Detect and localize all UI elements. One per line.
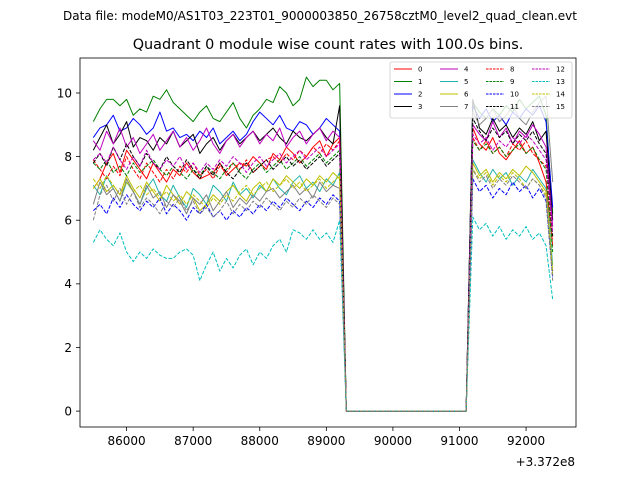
x-tick-label: 92000 [507,434,545,448]
y-axis: 0 2 4 6 8 10 [57,86,80,418]
series-line-7 [92,95,554,412]
legend-box [389,61,573,119]
legend-label-4: 4 [464,66,469,74]
series-line-13 [92,216,554,412]
plot-frame [79,57,577,428]
legend-label-11: 11 [510,103,519,111]
series-line-6 [92,162,554,412]
y-tick-label: 2 [64,341,72,355]
x-tick-label: 91000 [440,434,478,448]
legend-label-0: 0 [418,66,422,74]
y-tick-label: 8 [64,150,72,164]
series-line-12 [92,133,554,412]
x-tick-label: 86000 [108,434,146,448]
x-axis: 86000 87000 88000 89000 90000 91000 92000 [108,427,545,448]
y-tick-label: 10 [57,86,72,100]
legend-label-2: 2 [418,91,422,99]
plot-area [79,57,577,428]
legend-label-5: 5 [464,78,468,86]
y-tick-label: 4 [64,277,72,291]
figure-suptitle: Data file: modeM0/AS1T03_223T01_90000038… [63,9,577,23]
legend-label-8: 8 [510,66,514,74]
x-tick-label: 89000 [307,434,345,448]
series-line-9 [92,140,554,412]
x-tick-label: 90000 [374,434,412,448]
series-layer [92,76,554,412]
legend-label-15: 15 [556,103,565,111]
legend-label-6: 6 [464,91,469,99]
legend-label-9: 9 [510,78,514,86]
series-line-14 [92,168,554,412]
legend-label-1: 1 [418,78,422,86]
legend-label-12: 12 [556,66,565,74]
series-line-10 [92,178,554,412]
series-line-4 [92,121,554,412]
legend-label-3: 3 [418,103,422,111]
y-tick-label: 0 [64,404,72,418]
x-tick-label: 88000 [241,434,279,448]
chart-title: Quadrant 0 module wise count rates with … [133,37,524,53]
series-line-5 [92,159,554,412]
legend-label-13: 13 [556,78,565,86]
series-line-8 [92,137,554,412]
x-tick-label: 87000 [174,434,212,448]
series-line-15 [92,168,554,412]
legend-label-14: 14 [556,91,565,99]
y-tick-label: 6 [64,214,72,228]
legend-label-7: 7 [464,103,468,111]
x-axis-offset-label: +3.372e8 [516,455,575,469]
series-line-11 [92,117,554,412]
legend-label-10: 10 [510,91,519,99]
